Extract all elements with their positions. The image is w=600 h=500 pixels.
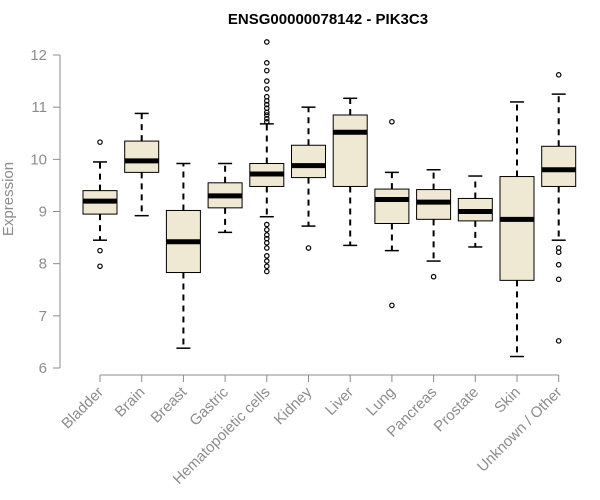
x-tick-label: Bladder	[58, 384, 107, 433]
box-iqr	[541, 145, 577, 187]
y-axis-label: Expression	[0, 162, 17, 236]
y-tick-label: 7	[39, 308, 47, 325]
box-breast	[165, 162, 201, 349]
outlier-point	[263, 86, 270, 92]
box-lung	[374, 118, 410, 309]
outlier-point	[555, 261, 562, 268]
y-tick-label: 8	[39, 256, 47, 273]
outlier-point	[263, 221, 270, 228]
box-gastric	[207, 162, 243, 234]
outlier-point	[555, 276, 562, 283]
outlier-point	[263, 39, 270, 45]
box-iqr	[291, 144, 326, 179]
y-axis: 6 7 8 9 10 11 12	[30, 47, 61, 377]
outlier-point	[263, 101, 270, 108]
y-tick-label: 12	[30, 47, 47, 64]
y-tick-label: 6	[39, 360, 47, 377]
outlier-point	[430, 273, 437, 280]
outlier-point	[263, 67, 270, 74]
outlier-point	[263, 263, 270, 270]
outlier-point	[97, 139, 103, 145]
box-pancreas	[416, 169, 452, 280]
x-tick-label: Skin	[491, 384, 524, 417]
box-skin	[499, 101, 535, 358]
outlier-point	[263, 226, 270, 233]
outlier-point	[263, 60, 270, 66]
box-hematopoietic-cells	[249, 39, 285, 275]
box-iqr	[374, 188, 410, 224]
outlier-point	[263, 258, 270, 264]
outlier-point	[389, 302, 395, 309]
box-group	[82, 39, 577, 358]
box-kidney	[291, 106, 326, 251]
outlier-point	[263, 240, 270, 246]
outlier-point	[555, 72, 562, 78]
outlier-point	[263, 98, 270, 104]
box-brain	[124, 112, 160, 217]
box-iqr	[499, 176, 535, 281]
x-tick-label: Brain	[112, 384, 149, 421]
outlier-point	[263, 268, 270, 275]
outlier-point	[389, 118, 395, 125]
box-liver	[332, 97, 368, 247]
outlier-point	[263, 78, 270, 84]
outlier-point	[97, 247, 103, 254]
box-unknown-other	[541, 72, 577, 344]
y-tick-label: 9	[39, 204, 47, 221]
y-tick-label: 10	[30, 151, 47, 168]
outlier-point	[263, 118, 270, 125]
outlier-point	[555, 338, 562, 344]
outlier-point	[263, 112, 270, 118]
outlier-point	[97, 263, 103, 270]
box-iqr	[124, 140, 160, 173]
outlier-point	[263, 115, 270, 122]
outlier-point	[263, 245, 270, 251]
outlier-point	[263, 232, 270, 238]
x-tick-label: Liver	[322, 384, 357, 419]
x-tick-label: Kidney	[271, 383, 316, 428]
box-iqr	[332, 114, 368, 187]
outlier-point	[263, 253, 270, 259]
chart-title: ENSG00000078142 - PIK3C3	[228, 11, 428, 28]
x-tick-label: Prostate	[431, 384, 483, 436]
box-prostate	[457, 175, 493, 248]
box-bladder	[82, 139, 118, 270]
x-tick-label: Breast	[148, 383, 191, 426]
outlier-point	[555, 249, 562, 255]
x-tick-label: Lung	[363, 384, 399, 420]
outlier-point	[263, 109, 270, 116]
y-tick-label: 11	[31, 99, 47, 116]
outlier-point	[305, 245, 312, 251]
